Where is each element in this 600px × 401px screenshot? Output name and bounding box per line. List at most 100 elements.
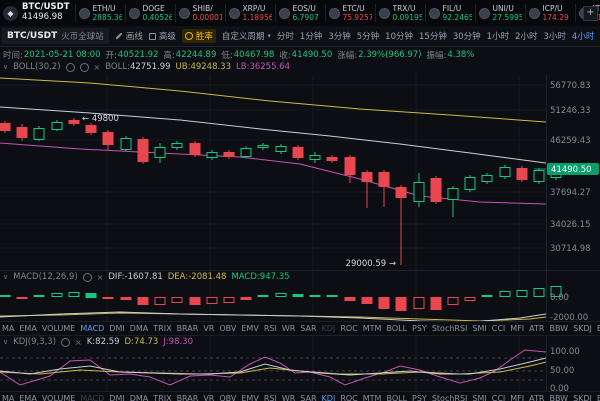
indicator-tab-EMA[interactable]: EMA — [19, 394, 37, 401]
indicator-tab-BOLL[interactable]: BOLL — [386, 394, 408, 401]
indicator-tab-PSY[interactable]: PSY — [412, 394, 427, 401]
ticker-item[interactable]: EOS/U 6.7907 — [274, 4, 325, 22]
indicator-tab-ATR[interactable]: ATR — [529, 324, 545, 333]
indicator-tab-MA[interactable]: MA — [2, 394, 15, 401]
indicator-tab-MA[interactable]: MA — [2, 324, 15, 333]
indicator-tab-BOLL[interactable]: BOLL — [386, 324, 408, 333]
indicator-tab-TRIX[interactable]: TRIX — [153, 324, 172, 333]
indicator-tab-RSI[interactable]: RSI — [263, 324, 277, 333]
boll-ub-value: 49248.33 — [190, 62, 231, 72]
period-1分钟[interactable]: 1分钟 — [299, 32, 323, 42]
indicator-tab-DMA[interactable]: DMA — [129, 324, 149, 333]
macd-bar — [292, 294, 304, 297]
macd-name: MACD(12,26,9) — [13, 272, 78, 282]
indicator-tab-CCI[interactable]: CCI — [491, 394, 506, 401]
ticker-item[interactable]: ETH/U 2885.36 — [74, 4, 125, 22]
indicator-tab-EMA[interactable]: EMA — [19, 324, 37, 333]
indicator-tab-TRIX[interactable]: TRIX — [153, 394, 172, 401]
indicator-tab-OBV[interactable]: OBV — [219, 324, 237, 333]
collapse-icon[interactable]: ∨ — [3, 338, 9, 346]
period-3小时[interactable]: 3小时 — [543, 32, 566, 42]
period-3分钟[interactable]: 3分钟 — [328, 32, 351, 42]
period-1小时[interactable]: 1小时 — [486, 32, 510, 42]
draw-tool-button[interactable]: 画线 — [115, 30, 143, 42]
ticker-item[interactable]: UNI/U 27.5995 — [474, 4, 525, 22]
collapse-icon[interactable]: ∨ — [3, 273, 9, 281]
indicator-tab-MTM[interactable]: MTM — [362, 324, 382, 333]
period-4小时[interactable]: 4小时 — [571, 32, 595, 42]
ticker-item[interactable]: ICP/U 174.29 — [524, 4, 575, 22]
macd-bar — [378, 297, 390, 309]
settings-icon[interactable] — [82, 272, 92, 282]
indicator-tab-BIAS[interactable]: BIAS — [597, 394, 600, 401]
period-30分钟[interactable]: 30分钟 — [452, 32, 481, 42]
indicator-tab-BRAR[interactable]: BRAR — [176, 394, 199, 401]
pair-chip[interactable]: BTC/USDT 火币全球站 — [2, 28, 109, 44]
indicator-tab-DMI[interactable]: DMI — [109, 394, 125, 401]
close-icon[interactable]: × — [93, 62, 101, 72]
add-ticker-button[interactable]: + — [583, 6, 598, 21]
indicator-tab-KDJ[interactable]: KDJ — [321, 324, 336, 333]
indicator-tab-EMV[interactable]: EMV — [241, 394, 259, 401]
settings-icon[interactable] — [79, 62, 89, 72]
indicator-tab-DMI[interactable]: DMI — [109, 324, 125, 333]
indicator-tab-SAR[interactable]: SAR — [300, 324, 317, 333]
eye-icon[interactable] — [65, 62, 75, 72]
ticker-item[interactable]: SHIB/0.000010 — [174, 4, 225, 22]
close-icon[interactable]: × — [96, 272, 104, 282]
indicator-tab-CCI[interactable]: CCI — [491, 324, 506, 333]
settings-icon[interactable] — [61, 337, 71, 347]
period-分时[interactable]: 分时 — [276, 32, 294, 42]
indicator-tab-RSI[interactable]: RSI — [263, 394, 277, 401]
kdj-axis-label: 0.00 — [550, 384, 569, 394]
ticker-item[interactable]: FIL/U 92.2465 — [424, 4, 475, 22]
indicator-tab-SKDJ[interactable]: SKDJ — [573, 324, 592, 333]
period-5分钟[interactable]: 5分钟 — [356, 32, 380, 42]
indicator-tab-PSY[interactable]: PSY — [412, 324, 427, 333]
indicator-tab-MACD[interactable]: MACD — [80, 324, 105, 333]
indicator-tab-MTM[interactable]: MTM — [362, 394, 382, 401]
indicator-tab-BBW[interactable]: BBW — [549, 394, 569, 401]
indicator-tab-BBW[interactable]: BBW — [549, 324, 569, 333]
indicator-tab-WR[interactable]: WR — [281, 324, 296, 333]
indicator-tab-EMV[interactable]: EMV — [241, 324, 259, 333]
indicator-tab-BIAS[interactable]: BIAS — [597, 324, 600, 333]
indicator-tab-StochRSI[interactable]: StochRSI — [431, 394, 468, 401]
period-10分钟[interactable]: 10分钟 — [385, 32, 413, 42]
period-15分钟[interactable]: 15分钟 — [419, 32, 447, 42]
indicator-tab-MFI[interactable]: MFI — [510, 324, 525, 333]
ticker-item[interactable]: XRP/U 1.18956 — [224, 4, 275, 22]
indicator-tab-BRAR[interactable]: BRAR — [176, 324, 199, 333]
amplitude-value: 4.38% — [447, 50, 475, 60]
indicator-tab-OBV[interactable]: OBV — [219, 394, 237, 401]
indicator-tab-SMI[interactable]: SMI — [472, 394, 487, 401]
indicator-tab-MACD[interactable]: MACD — [80, 394, 105, 401]
indicator-tab-SKDJ[interactable]: SKDJ — [573, 394, 592, 401]
custom-period-dropdown[interactable]: 自定义周期 ▾ — [222, 30, 271, 42]
advanced-button[interactable]: 高级 — [148, 30, 176, 42]
indicator-tab-SAR[interactable]: SAR — [300, 394, 317, 401]
indicator-tab-ATR[interactable]: ATR — [529, 394, 545, 401]
indicator-tab-VR[interactable]: VR — [203, 324, 215, 333]
coin-logo-icon — [478, 7, 490, 19]
indicator-tab-VR[interactable]: VR — [203, 394, 215, 401]
ticker-item[interactable]: ETC/U 75.9257 — [324, 4, 375, 22]
indicator-tab-ROC[interactable]: ROC — [340, 394, 358, 401]
indicator-tab-MFI[interactable]: MFI — [510, 394, 525, 401]
indicator-tab-KDJ[interactable]: KDJ — [321, 394, 336, 401]
indicator-tab-DMA[interactable]: DMA — [129, 394, 149, 401]
collapse-icon[interactable]: ∨ — [3, 63, 9, 71]
main-ticker[interactable]: ◆ BTC/USDT 41496.98 — [0, 2, 75, 23]
indicator-tab-VOLUME[interactable]: VOLUME — [41, 394, 76, 401]
indicator-tab-VOLUME[interactable]: VOLUME — [41, 324, 76, 333]
indicator-tab-WR[interactable]: WR — [281, 394, 296, 401]
indicator-tab-StochRSI[interactable]: StochRSI — [431, 324, 468, 333]
ticker-item[interactable]: TRX/U0.091956 — [374, 4, 425, 22]
winrate-button[interactable]: 胜率 — [181, 29, 216, 43]
indicator-tab-ROC[interactable]: ROC — [340, 324, 358, 333]
period-2小时[interactable]: 2小时 — [515, 32, 538, 42]
close-icon[interactable]: × — [75, 337, 82, 347]
indicator-tab-SMI[interactable]: SMI — [472, 324, 487, 333]
